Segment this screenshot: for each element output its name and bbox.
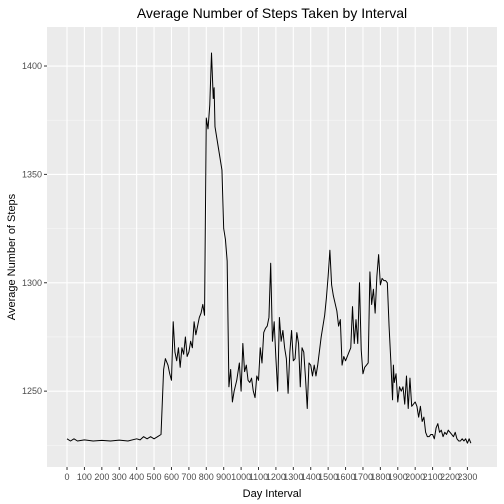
y-tick-label: 1400 xyxy=(22,61,42,71)
x-tick-label: 400 xyxy=(129,472,144,482)
x-tick-label: 0 xyxy=(65,472,70,482)
x-tick-label: 800 xyxy=(199,472,214,482)
x-tick-label: 500 xyxy=(147,472,162,482)
y-axis-title: Average Number of Steps xyxy=(6,193,18,320)
x-tick-label: 1600 xyxy=(336,472,356,482)
x-tick-label: 1300 xyxy=(283,472,303,482)
y-tick-label: 1300 xyxy=(22,278,42,288)
panel-background xyxy=(47,27,497,467)
y-axis: 1250 1300 1350 1400 xyxy=(22,61,47,396)
series-line xyxy=(66,52,472,444)
plot-panel xyxy=(47,27,497,467)
x-tick-label: 2300 xyxy=(457,472,477,482)
y-tick-label: 1350 xyxy=(22,169,42,179)
x-tick-label: 1200 xyxy=(266,472,286,482)
x-tick-label: 2200 xyxy=(440,472,460,482)
x-tick-label: 1400 xyxy=(301,472,321,482)
x-axis-title: Day Interval xyxy=(243,488,302,500)
x-tick-label: 1700 xyxy=(353,472,373,482)
x-tick-label: 100 xyxy=(77,472,92,482)
x-tick-label: 700 xyxy=(181,472,196,482)
x-tick-label: 1100 xyxy=(249,472,268,482)
x-tick-label: 1500 xyxy=(318,472,338,482)
x-tick-label: 1800 xyxy=(370,472,390,482)
x-tick-label: 300 xyxy=(112,472,127,482)
x-tick-label: 200 xyxy=(94,472,109,482)
x-tick-label: 900 xyxy=(216,472,231,482)
x-tick-label: 2000 xyxy=(405,472,425,482)
x-tick-label: 2100 xyxy=(423,472,443,482)
x-tick-label: 600 xyxy=(164,472,179,482)
x-tick-label: 1900 xyxy=(388,472,408,482)
y-tick-label: 1250 xyxy=(22,386,42,396)
x-tick-label: 1000 xyxy=(231,472,251,482)
x-axis: 0 100 200 300 400 500 600 700 800 900 100011001200… xyxy=(65,467,477,482)
chart-title: Average Number of Steps Taken by Interva… xyxy=(137,5,407,21)
grid xyxy=(47,27,497,467)
